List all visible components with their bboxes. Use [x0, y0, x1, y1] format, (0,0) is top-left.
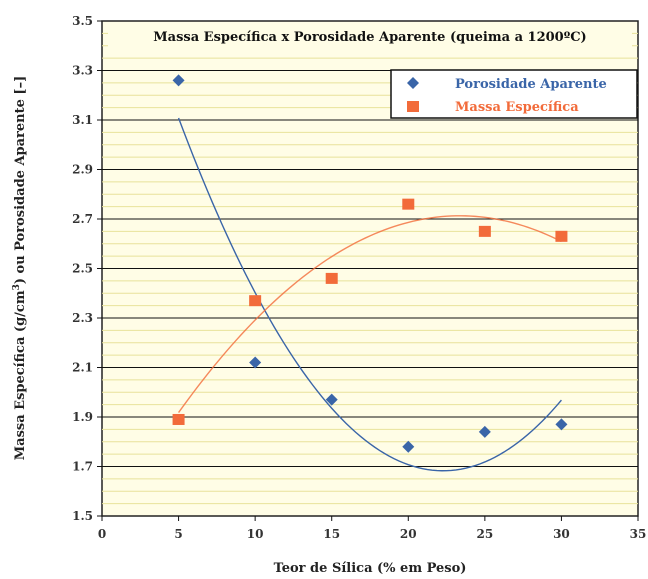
major-grid	[102, 70, 638, 467]
data-point-diamond	[555, 418, 568, 431]
data-point-diamond	[402, 440, 415, 453]
data-point-diamond	[325, 393, 338, 406]
data-point-diamond	[172, 74, 185, 87]
x-tick-label: 30	[553, 527, 570, 541]
x-tick-label: 0	[98, 527, 106, 541]
legend-label-massa: Massa Específica	[455, 100, 579, 115]
y-tick-label: 2.9	[72, 163, 93, 177]
legend-diamond-marker	[407, 77, 419, 89]
y-tick-label: 2.3	[72, 311, 93, 325]
minor-grid	[102, 32, 638, 505]
x-tick-labels: 0 5 10 15 20 25 30 35	[98, 527, 647, 541]
y-tick-label: 3.5	[72, 14, 93, 28]
y-tick-label: 2.1	[72, 361, 93, 375]
trend-line-series-1	[178, 215, 562, 413]
data-point-square	[325, 272, 338, 284]
data-point-square	[555, 230, 568, 242]
chart-title: Massa Específica x Porosidade Aparente (…	[153, 30, 586, 45]
data-point-diamond	[249, 356, 262, 369]
x-tick-label: 20	[400, 527, 417, 541]
legend: Porosidade Aparente Massa Específica	[390, 69, 638, 119]
x-tick-label: 5	[174, 527, 182, 541]
axes	[97, 20, 639, 521]
y-tick-label: 1.5	[72, 509, 93, 523]
data-point-square	[478, 225, 491, 237]
legend-box	[390, 69, 638, 119]
data-point-square	[249, 295, 262, 307]
legend-label-porosidade: Porosidade Aparente	[455, 77, 607, 92]
y-tick-label: 1.9	[72, 410, 93, 424]
y-axis-title: Massa Específica (g/cm3) ou Porosidade A…	[12, 76, 28, 460]
data-point-diamond	[478, 425, 491, 438]
y-tick-label: 1.7	[72, 460, 93, 474]
y-tick-label: 3.3	[72, 64, 93, 78]
legend-square-marker	[407, 101, 419, 112]
data-point-square	[172, 413, 185, 425]
y-tick-label: 2.5	[72, 262, 93, 276]
x-tick-label: 15	[323, 527, 340, 541]
data-points	[172, 74, 568, 453]
trend-lines	[177, 117, 562, 472]
trend-line-series-0	[177, 117, 562, 472]
y-tick-label: 2.7	[72, 212, 93, 226]
data-point-square	[402, 198, 415, 210]
x-tick-label: 35	[630, 527, 647, 541]
y-tick-labels: 1.5 1.7 1.9 2.1 2.3 2.5 2.7 2.9 3.1 3.3 3.5	[72, 14, 93, 523]
x-tick-label: 25	[477, 527, 494, 541]
x-axis-title: Teor de Sílica (% em Peso)	[274, 561, 467, 576]
x-tick-label: 10	[247, 527, 264, 541]
title-box	[108, 24, 632, 48]
y-tick-label: 3.1	[72, 113, 93, 127]
